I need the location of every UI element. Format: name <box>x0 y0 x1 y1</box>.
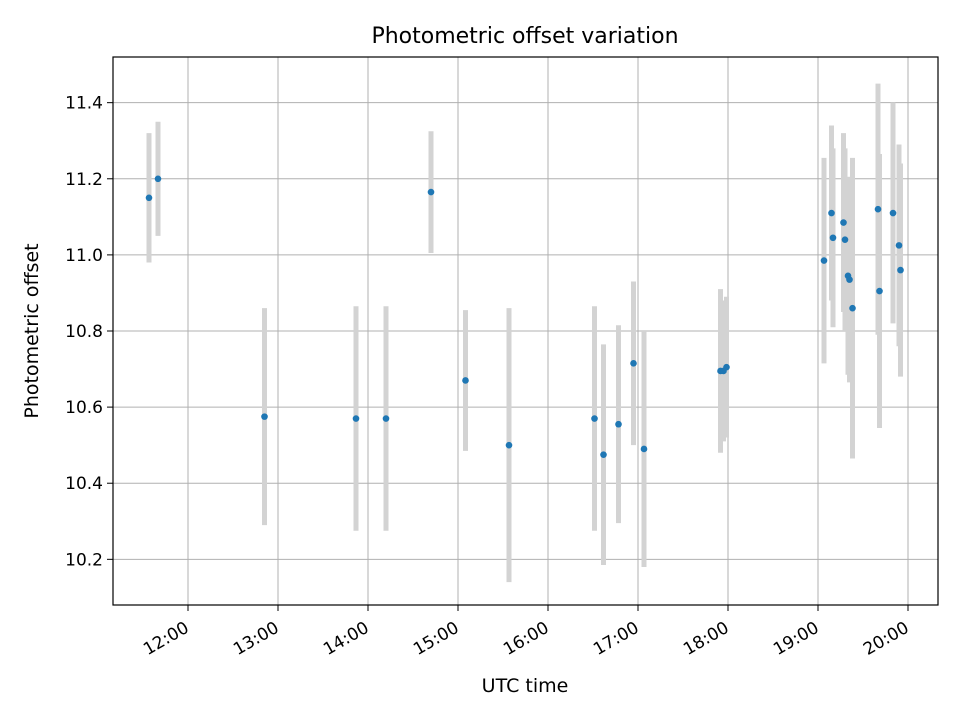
data-point <box>382 415 390 422</box>
data-point <box>352 415 360 422</box>
data-point <box>505 441 513 449</box>
data-point <box>640 445 648 453</box>
data-point <box>591 415 598 422</box>
data-point <box>427 188 435 196</box>
data-point <box>630 360 637 367</box>
y-tick-label: 11.2 <box>65 170 103 190</box>
chart-title: Photometric offset variation <box>371 24 678 49</box>
data-point <box>820 257 828 264</box>
y-tick-label: 11.4 <box>65 94 103 114</box>
data-point <box>723 363 730 371</box>
data-point <box>897 266 904 274</box>
data-point <box>462 377 469 384</box>
x-axis-label: UTC time <box>482 675 569 697</box>
data-point <box>841 236 849 243</box>
data-point <box>849 304 856 312</box>
y-axis-ticks: 10.2 10.4 10.6 10.8 11.0 11.2 11.4 <box>65 94 113 570</box>
data-point <box>876 287 883 295</box>
grid <box>113 57 938 605</box>
data-point <box>600 451 607 458</box>
y-tick-label: 10.2 <box>65 550 103 570</box>
y-tick-label: 10.6 <box>65 398 103 418</box>
data-point <box>840 219 847 226</box>
data-point <box>145 194 153 202</box>
y-tick-label: 11.0 <box>65 246 103 266</box>
data-point <box>261 413 268 420</box>
data-points <box>145 175 904 458</box>
data-point <box>846 276 853 283</box>
data-point <box>829 234 837 242</box>
data-point <box>828 209 835 217</box>
data-point <box>874 205 882 213</box>
data-point <box>889 209 897 217</box>
y-tick-label: 10.8 <box>65 322 103 342</box>
data-point <box>154 175 162 183</box>
y-axis-label: Photometric offset <box>21 243 43 418</box>
data-point <box>615 420 622 428</box>
y-tick-label: 10.4 <box>65 474 103 494</box>
data-point <box>895 242 903 249</box>
